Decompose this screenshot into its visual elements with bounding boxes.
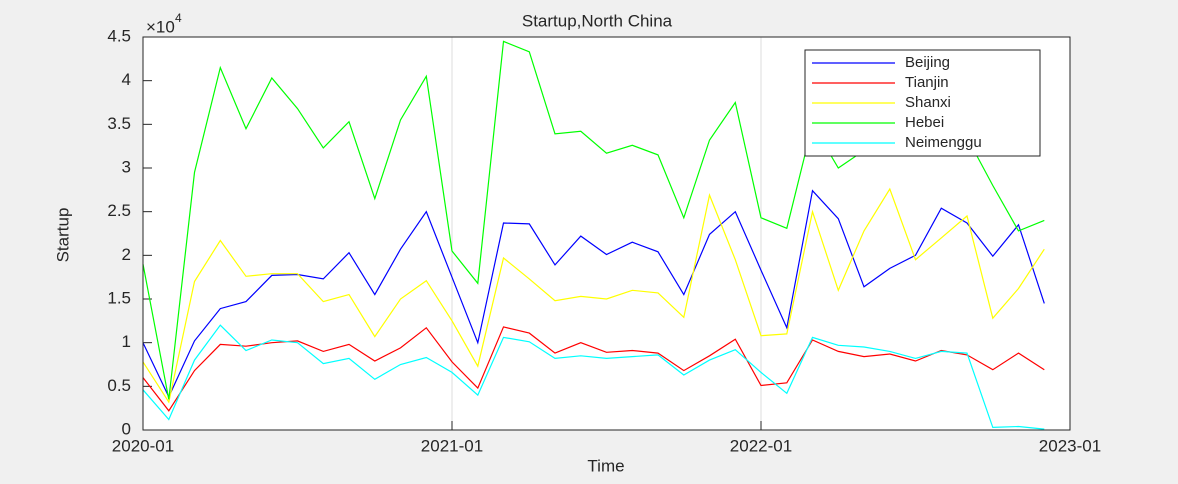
data-line [142,324,1045,430]
legend-box [804,49,1041,157]
y-tick-label: 1.5 [107,288,131,307]
data-line [142,326,1045,412]
y-tick-label: 2.5 [107,201,131,220]
y-tick-label: 4.5 [107,26,131,45]
x-axis-label: Time [587,456,624,475]
y-tick-label: 0 [122,419,131,438]
y-scale-base: ×10 [146,17,175,36]
y-tick-label: 3 [122,157,131,176]
y-tick-label: 1 [122,332,131,351]
x-tick-label: 2020-01 [112,436,174,455]
legend-label: Beijing [905,54,950,71]
data-line [142,189,1045,399]
data-line [142,187,1045,404]
y-scale-exp: 4 [175,11,182,25]
legend-label: Tianjin [905,74,949,91]
legend-label: Neimenggu [905,134,982,151]
legend-label: Shanxi [905,94,951,111]
y-tick-label: 4 [122,70,131,89]
y-axis-label: Startup [53,208,72,263]
y-tick-label: 0.5 [107,376,131,395]
x-tick-label: 2021-01 [421,436,483,455]
chart-title: Startup,North China [522,11,673,30]
legend-label: Hebei [905,114,944,131]
y-tick-label: 3.5 [107,114,131,133]
axes-box [142,36,1071,431]
x-tick-label: 2022-01 [730,436,792,455]
x-tick-label: 2023-01 [1039,436,1101,455]
y-tick-label: 2 [122,245,131,264]
